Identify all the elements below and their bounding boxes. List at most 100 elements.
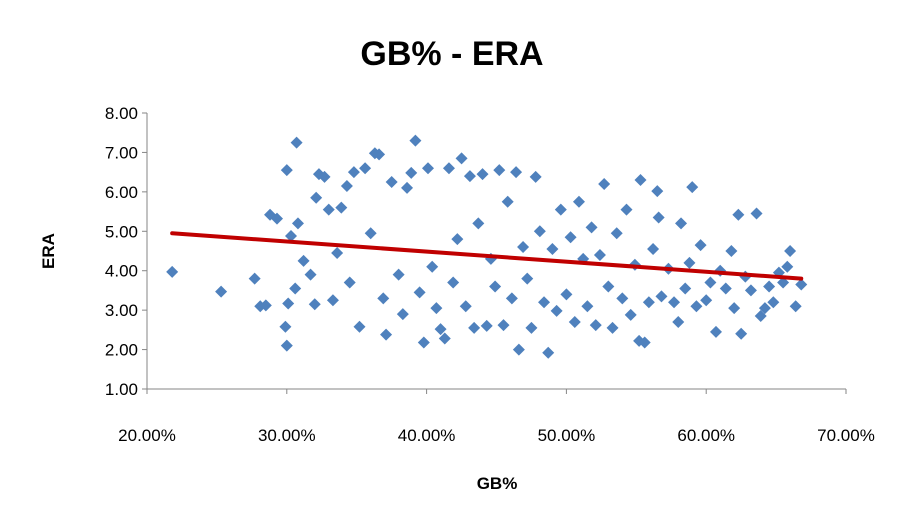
data-point	[318, 170, 331, 183]
data-point	[719, 282, 732, 295]
data-point	[373, 148, 386, 161]
data-point	[686, 181, 699, 194]
data-point	[655, 290, 668, 303]
data-point	[392, 268, 405, 281]
data-point	[166, 265, 179, 278]
data-point	[593, 248, 606, 261]
data-point	[616, 292, 629, 305]
data-point	[777, 276, 790, 289]
y-tick-label: 4.00	[105, 262, 138, 281]
data-point	[642, 296, 655, 309]
data-point	[651, 185, 664, 198]
data-points	[166, 134, 808, 359]
data-point	[396, 308, 409, 321]
trendline-group	[170, 231, 804, 281]
data-point	[271, 212, 284, 225]
data-point	[554, 203, 567, 216]
data-point	[347, 166, 360, 179]
data-point	[533, 225, 546, 238]
data-point	[279, 320, 292, 333]
data-point	[672, 315, 685, 328]
data-point	[767, 296, 780, 309]
data-point	[413, 286, 426, 299]
data-point	[585, 221, 598, 234]
data-point	[289, 282, 302, 295]
data-point	[550, 304, 563, 317]
data-point	[480, 319, 493, 332]
data-point	[353, 320, 366, 333]
data-point	[512, 343, 525, 356]
data-point	[405, 166, 418, 179]
data-point	[704, 276, 717, 289]
data-point	[568, 315, 581, 328]
y-tick-label: 3.00	[105, 301, 138, 320]
data-point	[455, 152, 468, 165]
data-point	[624, 308, 637, 321]
axes	[146, 113, 846, 390]
data-point	[709, 325, 722, 338]
data-point	[521, 272, 534, 285]
data-point	[546, 243, 559, 256]
data-point	[668, 296, 681, 309]
x-tick-label: 20.00%	[118, 426, 176, 445]
y-tick-label: 2.00	[105, 341, 138, 360]
data-point	[380, 328, 393, 341]
y-tick-label: 8.00	[105, 104, 138, 123]
data-point	[572, 195, 585, 208]
data-point	[377, 292, 390, 305]
y-tick-label: 7.00	[105, 143, 138, 162]
data-point	[417, 336, 430, 349]
data-point	[602, 280, 615, 293]
data-point	[280, 339, 293, 352]
data-point	[310, 191, 323, 204]
data-point	[359, 162, 372, 175]
data-point	[598, 177, 611, 190]
data-point	[459, 300, 472, 313]
data-point	[340, 179, 353, 192]
data-point	[538, 296, 551, 309]
data-point	[284, 230, 297, 243]
data-point	[259, 299, 272, 312]
data-point	[634, 174, 647, 187]
data-point	[476, 168, 489, 181]
data-point	[581, 300, 594, 313]
data-point	[447, 276, 460, 289]
data-point	[744, 284, 757, 297]
x-tick-label: 50.00%	[538, 426, 596, 445]
chart-title: GB% - ERA	[360, 35, 543, 73]
data-point	[401, 181, 414, 194]
data-point	[510, 166, 523, 179]
data-point	[215, 285, 228, 298]
y-tick-label: 1.00	[105, 380, 138, 399]
x-tick-label: 70.00%	[817, 426, 875, 445]
data-point	[728, 302, 741, 315]
y-tick-label: 6.00	[105, 183, 138, 202]
data-point	[463, 170, 476, 183]
data-point	[326, 294, 339, 307]
data-point	[542, 346, 555, 359]
data-point	[754, 310, 767, 323]
data-point	[468, 321, 481, 334]
data-point	[610, 227, 623, 240]
data-point	[732, 208, 745, 221]
data-point	[606, 321, 619, 334]
data-point	[497, 319, 510, 332]
data-point	[331, 246, 344, 259]
data-point	[322, 203, 335, 216]
data-point	[690, 300, 703, 313]
data-point	[364, 227, 377, 240]
x-tick-label: 30.00%	[258, 426, 316, 445]
data-point	[735, 327, 748, 340]
data-point	[781, 260, 794, 273]
data-point	[638, 336, 651, 349]
data-point	[589, 319, 602, 332]
x-axis-ticks: 20.00% 30.00% 40.00% 50.00% 60.00% 70.00%	[118, 389, 875, 445]
data-point	[529, 170, 542, 183]
data-point	[725, 245, 738, 257]
data-point	[343, 276, 356, 289]
data-point	[700, 294, 713, 307]
data-point	[493, 164, 506, 177]
data-point	[620, 203, 633, 216]
data-point	[517, 241, 530, 254]
